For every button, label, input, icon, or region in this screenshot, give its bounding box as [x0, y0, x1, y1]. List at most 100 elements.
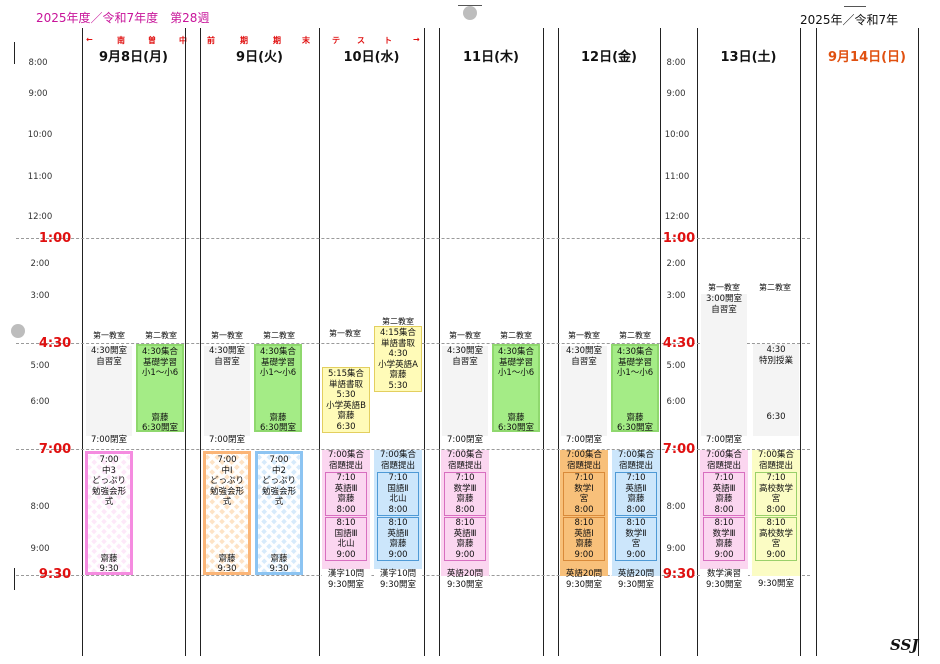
exam-banner-glyph: 期	[273, 36, 281, 45]
exam-banner-glyph: 曽	[148, 36, 156, 45]
time-mid-12-00: 12:00	[664, 212, 690, 222]
punch-hole-top	[463, 6, 477, 20]
time-8-00: 8:00	[28, 58, 48, 68]
exam-banner-glyph: 期	[240, 36, 248, 45]
sat-room1-close: 7:00閉室	[705, 435, 743, 445]
day-header-thu: 11日(木)	[463, 50, 519, 65]
time-mid-5-00: 5:00	[666, 361, 686, 371]
time-3-00: 3:00	[30, 291, 50, 301]
time-big-9-30: 9:30	[38, 567, 72, 582]
time-mid-9-00-pm: 9:00	[666, 544, 686, 554]
divider-fri-end	[660, 28, 661, 656]
mon-study-session: 7:00 中3 どっぷり 勉強会形式 齋藤 9:30	[85, 451, 133, 575]
room1-label-thu: 第一教室	[449, 331, 481, 340]
divider-thu-left	[424, 28, 425, 656]
room2-label-sat: 第二教室	[759, 283, 791, 292]
sat1-evening: 7:00集合 宿題提出 7:10 英語Ⅲ 齋藤 8:00 8:10 数学Ⅲ 齋藤 9:00 数…	[700, 450, 748, 590]
time-9-00-pm: 9:00	[30, 544, 50, 554]
time-9-00: 9:00	[28, 89, 48, 99]
exam-banner-glyph: 南	[117, 36, 125, 45]
thu-room1-close: 7:00閉室	[446, 435, 484, 445]
room1-label-wed: 第一教室	[329, 329, 361, 338]
room2-label-thu: 第二教室	[500, 331, 532, 340]
right-top-tick	[844, 6, 866, 7]
day-header-fri: 12日(金)	[581, 50, 637, 65]
time-mid-11-00: 11:00	[664, 172, 690, 182]
room2-label-mon: 第二教室	[145, 331, 177, 340]
thu1-evening: 7:00集合 宿題提出 7:10 数学Ⅲ 齋藤 8:00 8:10 英語Ⅲ 齋藤 9:00 英…	[441, 450, 489, 590]
wed-room2-english-a: 4:15集合 単語書取 4:30 小学英語A 齋藤 5:30	[374, 326, 422, 392]
room2-label-tue: 第二教室	[263, 331, 295, 340]
time-5-00: 5:00	[30, 361, 50, 371]
exam-banner-glyph: 末	[302, 36, 310, 45]
wed2-evening: 7:00集合 宿題提出 7:10 国語Ⅱ 北山 8:00 8:10 英語Ⅱ 齋藤 9:00 漢…	[374, 450, 422, 590]
exam-banner-glyph: 中	[179, 36, 187, 45]
thu-room1-block: 4:30開室 自習室	[442, 346, 488, 436]
punch-hole-left	[11, 324, 25, 338]
sat2-evening: 7:00集合 宿題提出 7:10 高校数学宮 8:00 8:10 高校数学宮 9:00 9…	[752, 450, 800, 590]
time-big-1-00: 1:00	[38, 231, 72, 246]
exam-banner-glyph: 前	[207, 36, 215, 45]
exam-banner-glyph: ス	[357, 36, 365, 45]
exam-banner-glyph: ←	[86, 35, 93, 44]
time-big-4-30: 4:30	[38, 336, 72, 351]
tue-study-session-2: 7:00 中2 どっぷり 勉強会形式 齋藤 9:30	[255, 451, 303, 575]
fri-room1-block: 4:30開室 自習室	[561, 346, 607, 436]
exam-banner-glyph: ト	[384, 36, 392, 45]
exam-banner-glyph: →	[413, 35, 420, 44]
time-12-00: 12:00	[27, 212, 53, 222]
time-mid-9-00: 9:00	[666, 89, 686, 99]
day-header-mon: 9月8日(月)	[99, 50, 168, 65]
divider-wed-thu	[319, 28, 320, 656]
tue-room2-block: 4:30集合 基礎学習 小1～小6 齋藤 6:30開室	[254, 344, 302, 433]
divider-sat-left	[697, 28, 698, 656]
wed-room1-english-b: 5:15集合 単語書取 5:30 小学英語B 齋藤 6:30	[322, 367, 370, 433]
time-mid-10-00: 10:00	[664, 130, 690, 140]
divider-thu-fri	[439, 28, 440, 656]
wed1-evening: 7:00集合 宿題提出 7:10 英語Ⅲ 齋藤 8:00 8:10 国語Ⅲ 北山 9:00 漢…	[322, 450, 370, 590]
punch-hole-top-line	[458, 5, 482, 6]
divider-sun-end	[918, 28, 919, 656]
time-mid-8-00-pm: 8:00	[666, 502, 686, 512]
exam-banner-glyph: テ	[332, 36, 340, 45]
day-header-tue: 9日(火)	[236, 50, 283, 65]
time-11-00: 11:00	[27, 172, 53, 182]
time-mid-big-9-30: 9:30	[662, 567, 696, 582]
room1-label-tue: 第一教室	[211, 331, 243, 340]
day-header-wed: 10日(水)	[343, 50, 400, 65]
time-mid-8-00: 8:00	[666, 58, 686, 68]
room1-label-sat: 第一教室	[708, 283, 740, 292]
line-1-00	[16, 238, 810, 239]
room1-label-mon: 第一教室	[93, 331, 125, 340]
divider-sat-right	[800, 28, 801, 656]
time-mid-big-4-30: 4:30	[662, 336, 696, 351]
room2-label-wed: 第二教室	[382, 317, 414, 326]
time-mid-big-7-00: 7:00	[662, 442, 696, 457]
divider-fri-right	[558, 28, 559, 656]
line-7-00	[16, 449, 810, 450]
left-edge-mark-bottom	[14, 568, 15, 590]
divider-mon-tue	[185, 28, 186, 656]
sat-room1-block: 3:00開室 自習室	[701, 294, 747, 436]
sat-room2-special: 4:30 特別授業 6:30	[753, 344, 799, 436]
fri1-evening: 7:00集合 宿題提出 7:10 数学Ⅰ 宮 8:00 8:10 英語Ⅰ 齋藤 9:00 英語…	[560, 450, 608, 590]
room2-label-fri: 第二教室	[619, 331, 651, 340]
divider-fri-left	[543, 28, 544, 656]
ssj-logo: SSJ	[890, 636, 919, 654]
time-8-00-pm: 8:00	[30, 502, 50, 512]
fri-room1-close: 7:00閉室	[565, 435, 603, 445]
room1-label-fri: 第一教室	[568, 331, 600, 340]
divider-sun-left	[816, 28, 817, 656]
mon-room1-block: 4:30開室 自習室	[86, 346, 132, 436]
day-header-sat: 13日(土)	[720, 50, 777, 65]
left-edge-mark	[14, 42, 15, 64]
time-mid-3-00: 3:00	[666, 291, 686, 301]
divider-tue-wed	[200, 28, 201, 656]
title-left: 2025年度／令和7年度 第28週	[36, 11, 210, 25]
time-big-7-00: 7:00	[38, 442, 72, 457]
tue-room1-close: 7:00閉室	[208, 435, 246, 445]
time-mid-6-00: 6:00	[666, 397, 686, 407]
tue-study-session-1: 7:00 中Ⅰ どっぷり 勉強会形式 齋藤 9:30	[203, 451, 251, 575]
time-2-00: 2:00	[30, 259, 50, 269]
thu-room2-block: 4:30集合 基礎学習 小1～小6 齋藤 6:30開室	[492, 344, 540, 433]
